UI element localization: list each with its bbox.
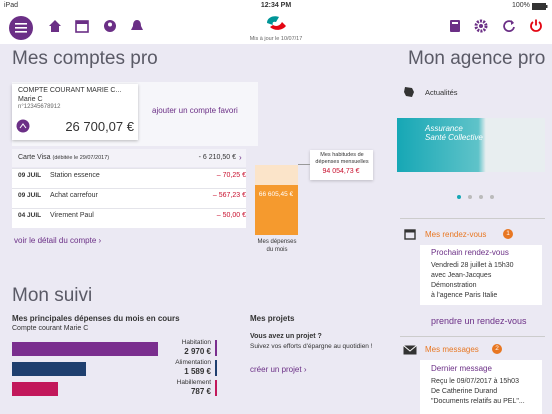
message-card-title: Dernier message bbox=[431, 364, 492, 373]
transaction-row[interactable] bbox=[12, 188, 246, 208]
account-card[interactable] bbox=[12, 84, 138, 140]
appointment-person: Démonstration bbox=[431, 282, 477, 289]
transaction-date: 09 JUIL bbox=[18, 192, 42, 199]
expense-bar bbox=[12, 382, 58, 396]
news-banner[interactable] bbox=[397, 118, 545, 172]
projects-text: Suivez vos efforts d'épargne au quotidie… bbox=[250, 343, 373, 350]
habits-amount: 94 054,73 € bbox=[322, 168, 360, 175]
banner-text: Assurance Santé Collective bbox=[425, 124, 483, 142]
habits-tooltip bbox=[310, 150, 373, 180]
expense-bar bbox=[12, 362, 86, 376]
appointments-badge: 1 bbox=[503, 229, 513, 239]
spending-bar bbox=[255, 185, 298, 235]
appointment-card-title: Prochain rendez-vous bbox=[431, 248, 509, 257]
message-received: Reçu le 09/07/2017 à 15h03 bbox=[431, 378, 519, 385]
transaction-row[interactable] bbox=[12, 208, 246, 228]
expense-bar bbox=[12, 342, 158, 356]
status-bar bbox=[0, 0, 552, 12]
add-favorite-link[interactable]: ajouter un compte favori bbox=[152, 106, 238, 115]
spending-amount: 66 605,45 € bbox=[258, 191, 294, 198]
appointment-card[interactable] bbox=[420, 245, 542, 305]
card-visa-row[interactable] bbox=[12, 149, 246, 167]
divider bbox=[400, 218, 545, 219]
expense-label: Alimentation bbox=[175, 359, 211, 366]
logo bbox=[267, 16, 286, 30]
home-icon[interactable] bbox=[48, 19, 62, 33]
tracking-title: Mon suivi bbox=[12, 285, 93, 306]
expense-marker bbox=[215, 380, 217, 396]
battery-icon bbox=[532, 3, 548, 10]
time: 12:34 PM bbox=[260, 2, 292, 9]
account-number: n°12345678912 bbox=[18, 104, 61, 110]
create-project-link[interactable]: créer un projet › bbox=[250, 365, 307, 374]
message-from: De Catherine Durand bbox=[431, 388, 498, 395]
messages-badge: 2 bbox=[492, 344, 502, 354]
logout-icon[interactable] bbox=[529, 19, 543, 33]
create-project-text: créer un projet bbox=[250, 365, 302, 374]
expense-marker bbox=[215, 340, 217, 356]
transaction-date: 04 JUIL bbox=[18, 212, 42, 219]
habits-label: Mes habitudes de dépenses mensuelles bbox=[315, 152, 369, 165]
habits-line bbox=[298, 164, 310, 165]
transaction-amount: – 70,25 € bbox=[216, 172, 246, 179]
card-visa-date: (débitée le 29/07/2017) bbox=[52, 155, 110, 161]
account-name: COMPTE COURANT MARIE C... bbox=[18, 87, 122, 94]
detail-link-text: voir le détail du compte bbox=[14, 236, 97, 245]
account-icon bbox=[16, 119, 30, 133]
refresh-icon[interactable] bbox=[502, 19, 516, 33]
news-icon bbox=[404, 87, 414, 97]
transaction-label: Achat carrefour bbox=[50, 192, 98, 199]
messages-icon bbox=[403, 345, 417, 355]
appointments-title: Mes rendez-vous bbox=[425, 230, 487, 239]
projects-question: Vous avez un projet ? bbox=[250, 333, 322, 340]
news-title: Actualités bbox=[425, 88, 458, 97]
appointment-place: à l'agence Paris Italie bbox=[431, 292, 498, 299]
profile-icon[interactable] bbox=[103, 19, 117, 33]
settings-icon[interactable] bbox=[474, 19, 488, 33]
appointment-link[interactable]: prendre un rendez-vous bbox=[431, 316, 527, 326]
calendar-icon[interactable] bbox=[75, 19, 89, 33]
calculator-icon[interactable] bbox=[449, 19, 461, 33]
menu-button[interactable] bbox=[8, 15, 34, 41]
battery: 100% bbox=[512, 2, 530, 9]
spending-bar-bg bbox=[255, 165, 298, 185]
transaction-label: Virement Paul bbox=[50, 212, 94, 219]
tracking-account: Compte courant Marie C bbox=[12, 325, 89, 332]
message-card[interactable] bbox=[420, 360, 542, 414]
accounts-title: Mes comptes pro bbox=[12, 48, 158, 69]
appointment-with: avec Jean-Jacques bbox=[431, 272, 492, 279]
transaction-label: Station essence bbox=[50, 172, 100, 179]
messages-title: Mes messages bbox=[425, 345, 479, 354]
expense-marker bbox=[215, 360, 217, 376]
tracking-subtitle: Mes principales dépenses du mois en cour… bbox=[12, 314, 180, 323]
expense-amount: 2 970 € bbox=[184, 347, 211, 356]
transaction-row[interactable] bbox=[12, 168, 246, 188]
carrier: iPad bbox=[4, 2, 19, 9]
transaction-amount: – 50,00 € bbox=[216, 212, 246, 219]
expense-label: Habitation bbox=[181, 339, 211, 346]
spending-label: Mes dépenses du mois bbox=[257, 239, 297, 253]
account-holder: Marie C bbox=[18, 96, 43, 103]
projects-title: Mes projets bbox=[250, 314, 295, 323]
expense-label: Habillement bbox=[176, 379, 211, 386]
detail-link[interactable]: voir le détail du compte › bbox=[14, 236, 102, 245]
carousel-dots[interactable] bbox=[456, 194, 496, 200]
transaction-date: 09 JUIL bbox=[18, 172, 42, 179]
agency-title: Mon agence pro bbox=[408, 48, 546, 69]
expense-amount: 787 € bbox=[190, 387, 211, 396]
account-balance: 26 700,07 € bbox=[65, 119, 134, 134]
card-visa-label: Carte Visa (débitée le 29/07/2017) bbox=[18, 154, 109, 161]
update-date: Mis à jour le 10/07/17 bbox=[249, 36, 303, 42]
appointments-icon bbox=[404, 229, 416, 240]
card-visa-amount: - 6 210,50 € bbox=[198, 154, 236, 161]
card-visa-name: Carte Visa bbox=[18, 154, 51, 161]
message-subject: "Documents relatifs au PEL"... bbox=[431, 398, 525, 405]
transaction-amount: – 567,23 € bbox=[212, 192, 246, 199]
appointment-date: Vendredi 28 juillet à 15h30 bbox=[431, 262, 514, 269]
card-visa-arrow: › bbox=[239, 153, 242, 162]
expense-amount: 1 589 € bbox=[184, 367, 211, 376]
divider bbox=[400, 336, 545, 337]
bell-icon[interactable] bbox=[130, 19, 144, 33]
